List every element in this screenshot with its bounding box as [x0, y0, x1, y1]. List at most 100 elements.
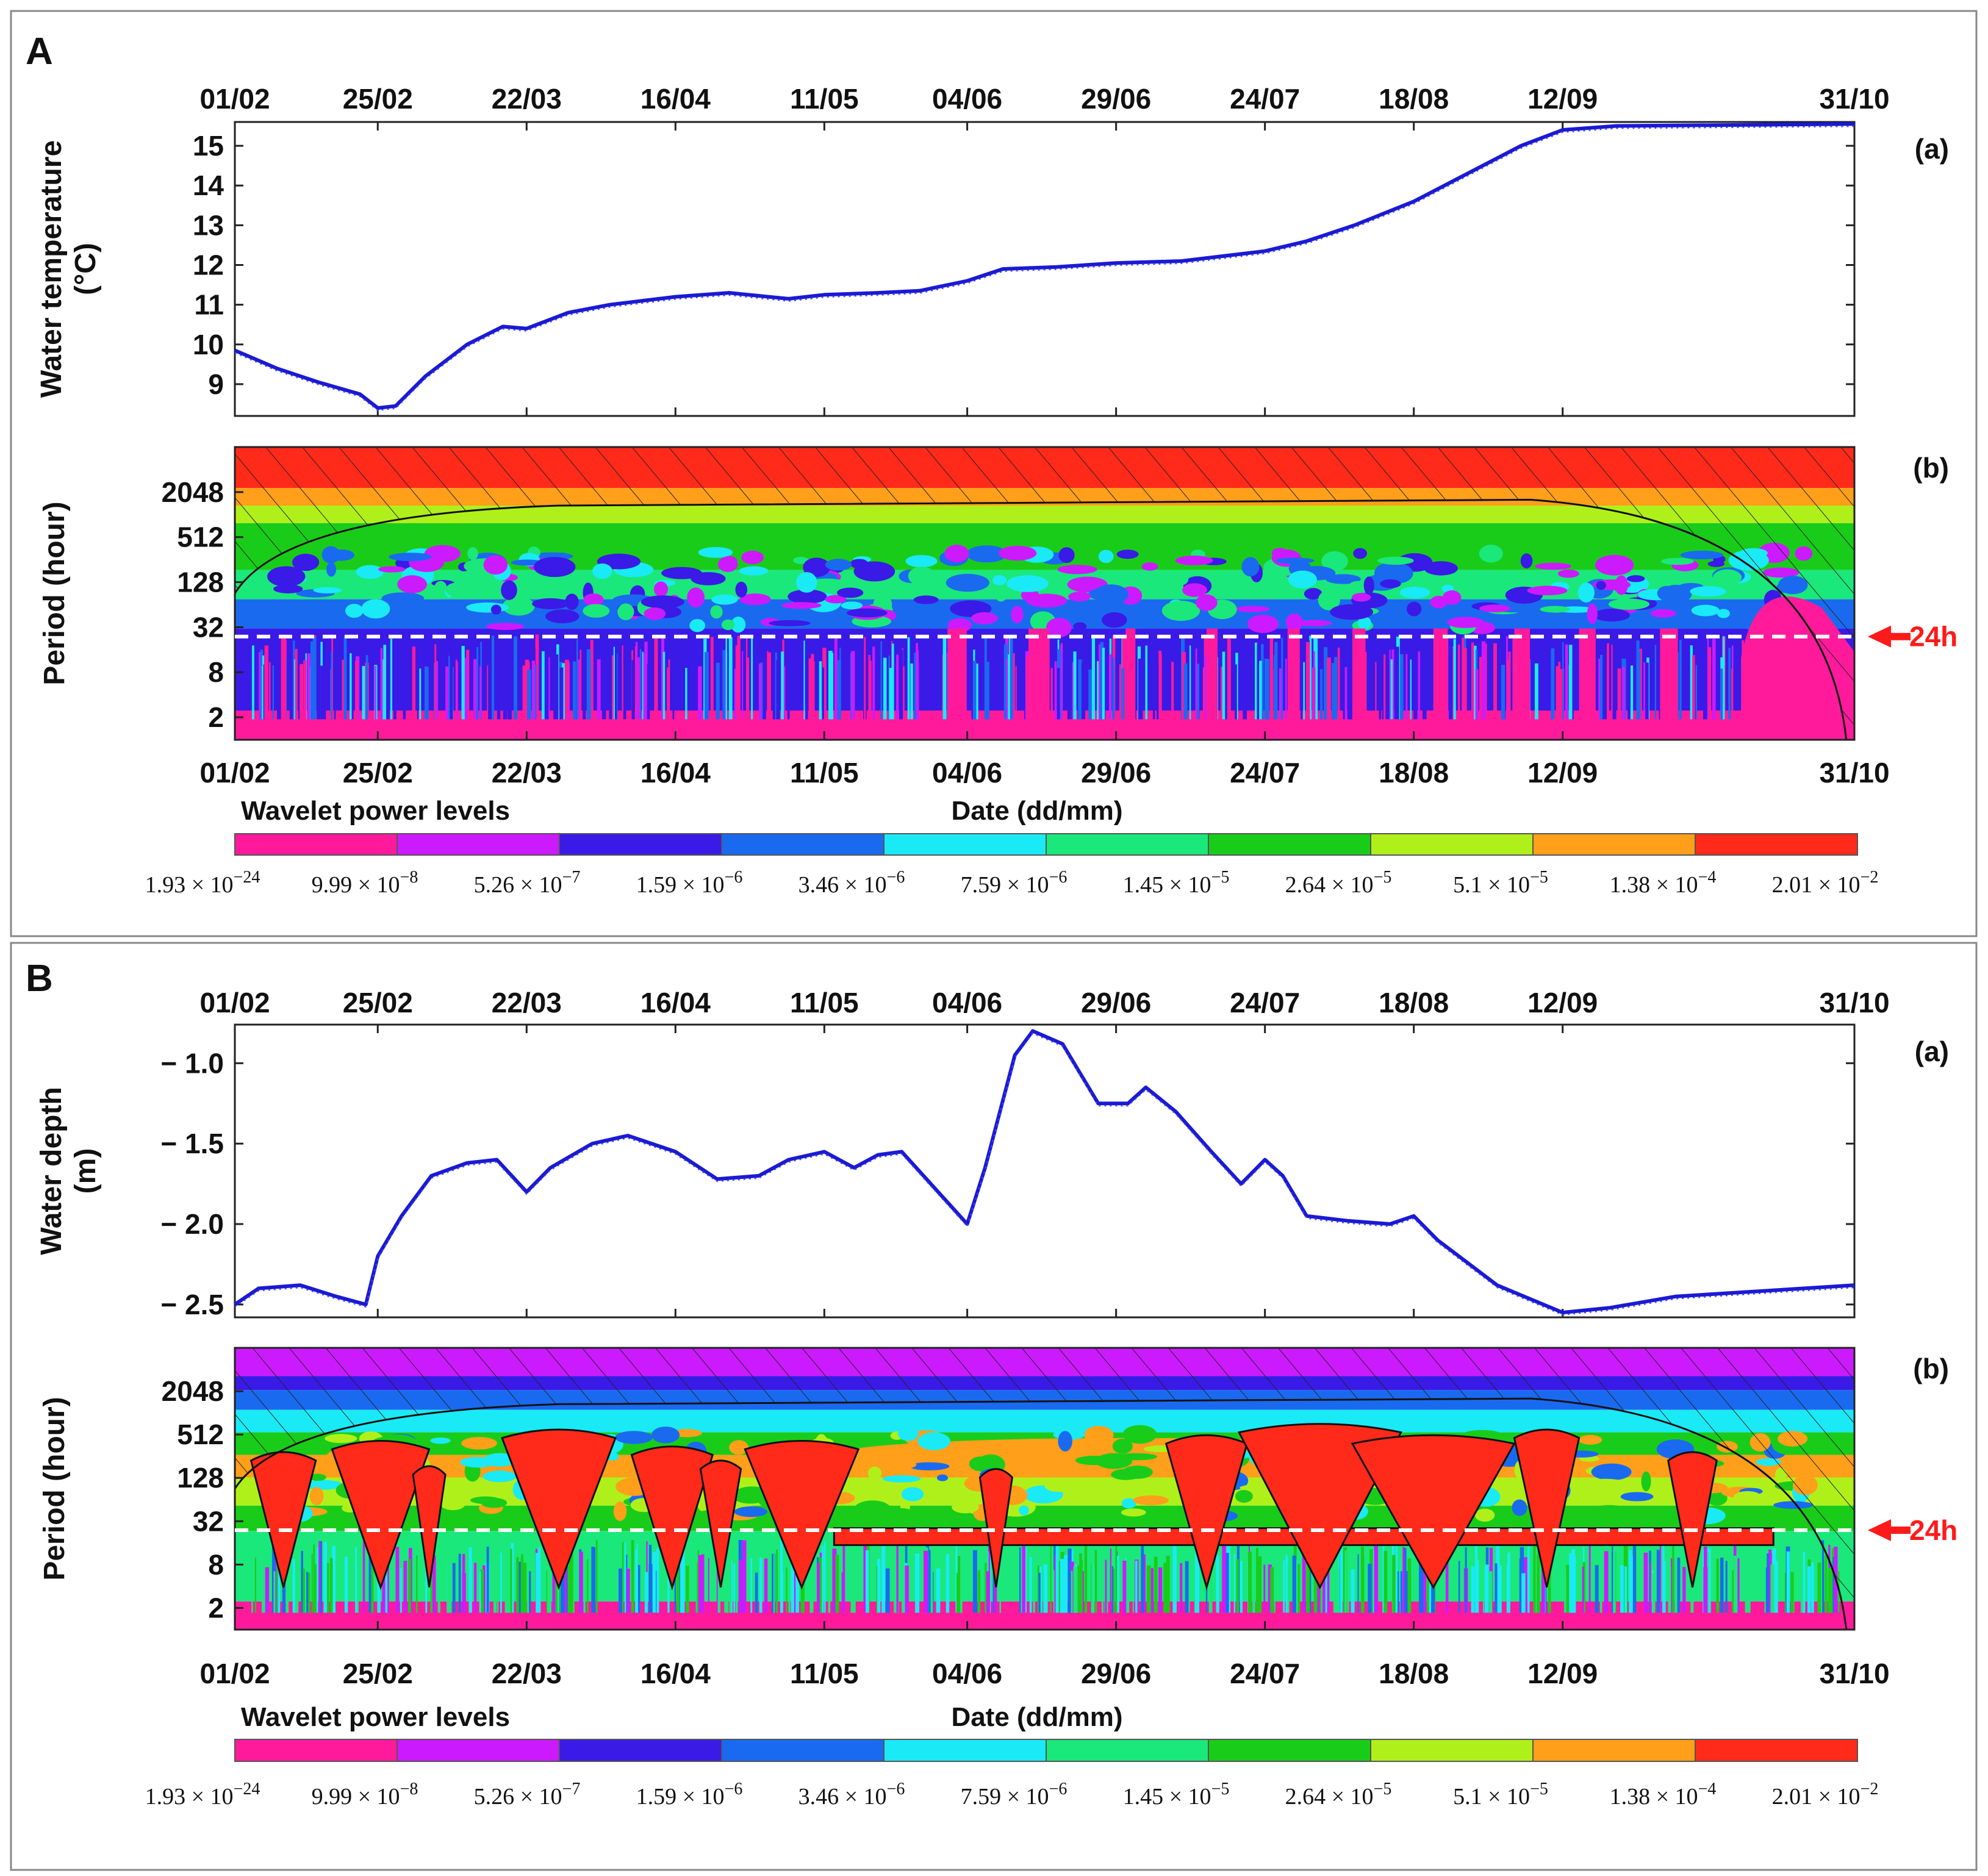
power-streak	[747, 657, 750, 720]
power-blob	[1321, 551, 1348, 571]
power-streak	[1268, 1564, 1272, 1613]
power-blob	[1011, 606, 1024, 623]
colorbar-times: × 10	[1482, 872, 1530, 898]
power-blob	[825, 559, 852, 571]
colorbar-mantissa: 5.26	[474, 1784, 515, 1810]
power-blob	[969, 1456, 993, 1472]
power-streak	[681, 1547, 685, 1613]
power-streak	[1347, 1544, 1349, 1613]
power-streak	[1734, 1555, 1738, 1613]
y-tick-label: 15	[193, 130, 224, 162]
date-tick-label-top: 31/10	[1819, 83, 1889, 115]
power-streak	[811, 654, 814, 720]
power-streak	[667, 667, 669, 720]
power-streak	[1183, 663, 1188, 720]
power-blob	[1734, 1491, 1762, 1503]
power-streak	[1038, 1572, 1041, 1613]
power-streak	[1279, 668, 1282, 720]
colorbar-times: × 10	[1812, 1784, 1860, 1810]
date-tick-label-bottom: 01/02	[199, 757, 270, 789]
power-streak	[635, 642, 638, 720]
power-streak	[672, 643, 675, 720]
series-plot: 15 14 13 12 11 10 9 Water temperature (°C) (a)	[35, 121, 1949, 417]
power-spike	[1351, 1434, 1516, 1589]
power-blob	[1175, 556, 1213, 565]
colorbar-exponent: −5	[1530, 868, 1548, 887]
power-streak	[1617, 668, 1621, 720]
power-streak	[1015, 666, 1017, 720]
power-streak	[1521, 1573, 1526, 1613]
colorbar-times: × 10	[514, 1784, 562, 1810]
date-tick-label-bottom: 24/07	[1230, 1658, 1300, 1689]
colorbar-mantissa: 1.38	[1610, 1784, 1651, 1810]
y-axis-title-line2: (m)	[70, 1148, 102, 1194]
power-streak	[1320, 669, 1323, 720]
power-streak	[742, 651, 744, 720]
subpanel-label-b: (b)	[1913, 452, 1949, 484]
power-streak	[573, 661, 576, 720]
power-spike	[1513, 1428, 1581, 1588]
power-streak	[497, 661, 501, 720]
power-streak	[474, 1563, 477, 1613]
power-streak	[1375, 662, 1377, 720]
colorbar-value-label: 5.26 × 10−7	[474, 1780, 581, 1810]
power-streak	[1767, 1553, 1769, 1613]
power-blob	[484, 1453, 515, 1467]
y-tick-label: 9	[208, 368, 224, 400]
power-streak	[1067, 641, 1071, 720]
power-streak	[896, 1545, 899, 1613]
power-streak	[1368, 1564, 1372, 1613]
power-streak	[685, 668, 687, 720]
power-streak	[377, 1564, 379, 1613]
power-streak	[704, 652, 709, 720]
power-streak	[419, 668, 422, 720]
power-streak	[448, 640, 453, 720]
date-tick-label-bottom: 18/08	[1379, 1658, 1449, 1689]
period-tick-label: 2048	[162, 1375, 224, 1407]
series-plot-area	[234, 1023, 1856, 1319]
power-streak	[452, 1563, 456, 1613]
power-streak	[1395, 1542, 1398, 1613]
power-streak	[1418, 651, 1421, 720]
power-streak	[1079, 1553, 1082, 1613]
colorbar-mantissa: 1.93	[145, 1784, 186, 1810]
power-blob	[853, 1500, 892, 1521]
power-blob	[1363, 576, 1374, 595]
power-blob	[327, 549, 355, 561]
power-streak	[1157, 663, 1159, 720]
power-blob	[905, 554, 938, 568]
power-streak	[1077, 1565, 1080, 1613]
power-streak	[562, 1554, 567, 1613]
colorbar-times: × 10	[1326, 872, 1373, 898]
subpanel-label-a: (a)	[1915, 133, 1949, 165]
power-blob	[1587, 603, 1598, 625]
power-streak	[817, 1563, 820, 1613]
series-line	[234, 122, 1855, 410]
power-streak	[837, 660, 841, 720]
power-streak	[393, 662, 397, 720]
power-column	[1125, 628, 1136, 725]
colorbar-swatch	[234, 1739, 398, 1762]
power-streak	[1172, 1542, 1177, 1613]
power-streak	[375, 665, 376, 720]
power-streak	[899, 650, 903, 720]
legend-title: Wavelet power levels	[241, 1702, 510, 1732]
power-streak	[905, 1565, 909, 1613]
power-streak	[579, 1552, 583, 1613]
power-streak	[430, 1541, 434, 1613]
power-blob	[592, 563, 612, 579]
power-streak	[313, 1544, 315, 1613]
colorbar-value-label: 9.99 × 10−8	[312, 868, 418, 898]
colorbar-times: × 10	[676, 872, 724, 898]
power-streak	[462, 1573, 466, 1613]
colorbar-exponent: −2	[1861, 1780, 1879, 1799]
power-streak	[975, 663, 978, 720]
colorbar-value-label: 1.45 × 10−5	[1123, 1780, 1230, 1810]
power-blob	[1058, 547, 1075, 564]
period-tick-label: 128	[177, 1462, 224, 1494]
power-streak	[880, 641, 882, 720]
power-blob	[430, 1437, 451, 1444]
power-streak	[1073, 651, 1077, 720]
power-streak	[511, 1543, 514, 1613]
power-streak	[667, 1559, 670, 1613]
